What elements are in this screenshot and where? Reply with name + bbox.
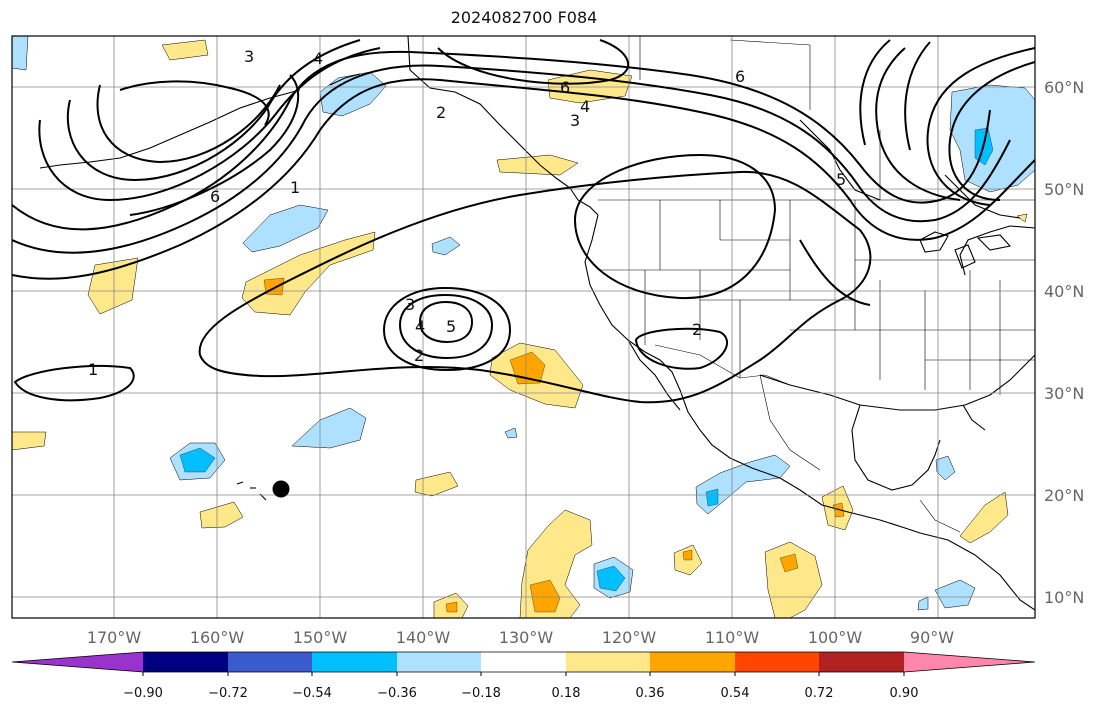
contour-label-2: 2 [692, 320, 702, 339]
colorbar-tick-label: 0.18 [552, 686, 581, 701]
graticule [12, 36, 1035, 618]
colorbar-tick-label: −0.18 [461, 686, 501, 701]
lon-label: 100°W [808, 628, 863, 647]
contour-label-6: 6 [210, 187, 220, 206]
lon-label: 120°W [602, 628, 657, 647]
contour-label-1: 1 [290, 178, 300, 197]
lat-label: 50°N [1044, 180, 1084, 199]
colorbar-tick-label: −0.72 [208, 686, 248, 701]
contour-label-4: 4 [580, 97, 590, 116]
colorbar-tick-label: −0.36 [377, 686, 417, 701]
contour-label-5: 5 [446, 317, 456, 336]
colorbar-tick-label: −0.54 [292, 686, 332, 701]
contour-label-4: 4 [313, 49, 323, 68]
map-title: 2024082700 F084 [450, 8, 598, 27]
hurricane-position-marker [272, 480, 290, 498]
lon-label: 150°W [293, 628, 348, 647]
contour-label-4: 4 [415, 317, 425, 336]
lon-label: 140°W [396, 628, 451, 647]
colorbar-segment [819, 652, 904, 672]
colorbar-extend-high [904, 652, 1035, 672]
colorbar-segment [397, 652, 481, 672]
contour-label-3: 3 [244, 47, 254, 66]
colorbar-tick-label: −0.90 [123, 686, 163, 701]
lon-label: 110°W [705, 628, 760, 647]
anomaly-fields [12, 36, 1035, 618]
contour-label-6: 6 [735, 67, 745, 86]
lat-label: 60°N [1044, 78, 1084, 97]
contour-label-3: 3 [405, 295, 415, 314]
contour-label-2: 2 [414, 346, 424, 365]
colorbar-segment [481, 652, 566, 672]
colorbar-tick-label: 0.54 [721, 686, 750, 701]
colorbar-tick-label: 0.90 [890, 686, 919, 701]
contour-lines [12, 39, 1035, 404]
coastlines [39, 36, 1035, 611]
contour-label-1: 1 [88, 360, 98, 379]
colorbar-segment [650, 652, 735, 672]
lon-label: 90°W [910, 628, 954, 647]
contour-label-5: 5 [836, 170, 846, 189]
colorbar [11, 651, 1036, 676]
map-frame [11, 35, 1036, 619]
lon-label: 130°W [499, 628, 554, 647]
contour-label-2: 2 [436, 103, 446, 122]
colorbar-extend-low [12, 652, 143, 672]
lon-label: 170°W [87, 628, 142, 647]
contour-label-3: 3 [570, 111, 580, 130]
latitude-labels: 60°N 50°N 40°N 30°N 20°N 10°N [1044, 78, 1084, 607]
lon-label: 160°W [190, 628, 245, 647]
colorbar-segment [735, 652, 819, 672]
colorbar-labels: −0.90 −0.72 −0.54 −0.36 −0.18 0.18 0.36 … [123, 686, 918, 701]
political-borders [598, 36, 1035, 533]
lat-label: 20°N [1044, 486, 1084, 505]
lat-label: 30°N [1044, 384, 1084, 403]
contour-label-group: 3 4 2 3 4 6 6 6 1 1 3 4 5 2 2 5 [88, 47, 846, 379]
lat-label: 10°N [1044, 588, 1084, 607]
colorbar-tick-label: 0.72 [805, 686, 834, 701]
lat-label: 40°N [1044, 282, 1084, 301]
colorbar-tick-label: 0.36 [636, 686, 665, 701]
contour-label-6: 6 [560, 78, 570, 97]
colorbar-segment [566, 652, 650, 672]
colorbar-segment [228, 652, 312, 672]
longitude-labels: 170°W 160°W 150°W 140°W 130°W 120°W 110°… [87, 628, 954, 647]
colorbar-segment [312, 652, 397, 672]
colorbar-segment [143, 652, 228, 672]
